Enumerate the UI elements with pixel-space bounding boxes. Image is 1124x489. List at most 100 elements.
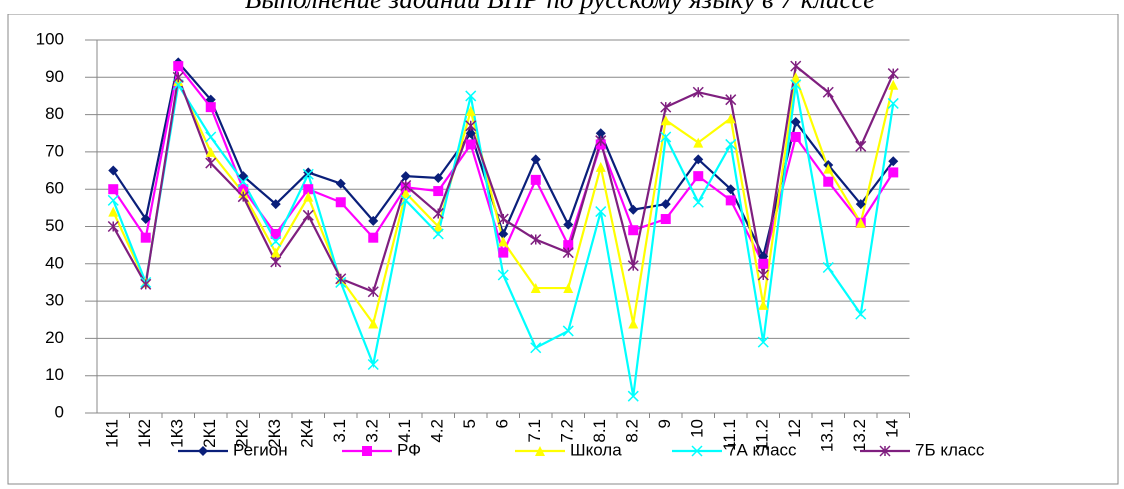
x-tick-label: 4.2 — [428, 419, 447, 443]
marker — [270, 228, 281, 239]
marker — [595, 135, 607, 147]
marker — [198, 446, 208, 456]
marker — [465, 105, 476, 116]
marker — [205, 157, 217, 169]
y-tick-label: 10 — [45, 365, 64, 384]
marker — [757, 336, 769, 348]
marker — [498, 228, 509, 239]
marker — [887, 68, 899, 80]
marker — [725, 113, 736, 124]
legend-label: 7А класс — [727, 440, 797, 459]
marker — [400, 179, 412, 192]
marker — [822, 86, 834, 98]
marker — [535, 446, 545, 456]
x-tick-label: 5 — [460, 419, 479, 428]
x-tick-label: 7.2 — [558, 419, 577, 443]
x-tick-label: 13.2 — [850, 419, 869, 452]
x-tick-label: 7.1 — [525, 419, 544, 443]
x-tick-label: 2К1 — [200, 419, 219, 448]
x-tick-label: 12 — [785, 419, 804, 438]
marker — [433, 221, 444, 232]
marker — [108, 206, 119, 217]
marker — [368, 215, 379, 226]
marker — [530, 283, 541, 294]
marker — [400, 171, 411, 182]
marker — [140, 232, 151, 243]
marker — [562, 325, 574, 337]
marker — [498, 236, 509, 247]
legend-label: РФ — [397, 440, 421, 459]
marker — [530, 174, 541, 185]
x-tick-label: 10 — [688, 419, 707, 438]
x-tick-label: 1К1 — [103, 419, 122, 448]
marker — [367, 358, 379, 371]
marker — [335, 273, 347, 285]
marker — [855, 199, 866, 210]
marker — [432, 228, 444, 240]
marker — [173, 61, 184, 72]
marker — [855, 308, 867, 320]
x-tick-label: 2К2 — [233, 419, 252, 448]
marker — [790, 79, 802, 91]
y-tick-label: 40 — [45, 253, 64, 272]
marker — [758, 299, 769, 310]
y-tick-label: 70 — [45, 141, 64, 160]
title-backdrop — [0, 0, 1124, 14]
y-tick-label: 80 — [45, 104, 64, 123]
marker — [270, 199, 281, 210]
marker — [628, 225, 639, 236]
legend-label: Школа — [570, 440, 622, 459]
marker — [628, 204, 639, 215]
marker — [465, 128, 476, 139]
marker — [725, 138, 737, 150]
marker — [879, 445, 891, 457]
marker — [628, 318, 639, 329]
marker — [563, 240, 574, 251]
marker — [498, 247, 509, 258]
marker — [465, 139, 476, 150]
marker — [563, 283, 574, 294]
marker — [758, 258, 769, 269]
marker — [693, 154, 704, 165]
marker — [627, 260, 639, 272]
y-tick-label: 30 — [45, 291, 64, 310]
marker — [790, 72, 801, 83]
y-tick-label: 50 — [45, 216, 64, 235]
x-tick-label: 11.1 — [720, 419, 739, 451]
x-tick-label: 6 — [493, 419, 512, 428]
marker — [693, 137, 704, 148]
marker — [660, 115, 671, 126]
marker — [433, 186, 444, 197]
y-tick-label: 0 — [55, 402, 64, 421]
marker — [627, 390, 639, 402]
legend-label: 7Б класс — [915, 440, 985, 459]
marker — [855, 140, 867, 152]
marker — [562, 247, 574, 259]
legend-label: Регион — [233, 440, 288, 459]
marker — [108, 184, 119, 195]
marker — [140, 278, 152, 290]
marker — [335, 178, 346, 189]
marker — [367, 286, 379, 298]
marker — [823, 163, 834, 174]
marker — [362, 446, 372, 456]
marker — [107, 194, 119, 206]
marker — [237, 191, 249, 203]
x-tick-label: 11.2 — [753, 419, 772, 451]
x-tick-label: 3.2 — [363, 419, 382, 443]
marker — [790, 60, 802, 72]
marker — [368, 232, 379, 243]
marker — [107, 220, 119, 233]
marker — [400, 187, 411, 198]
x-tick-label: 2К3 — [265, 419, 284, 448]
x-tick-label: 13.1 — [818, 419, 837, 452]
marker — [303, 167, 314, 178]
marker — [693, 171, 704, 182]
marker — [757, 269, 769, 281]
marker — [140, 214, 151, 225]
marker — [660, 214, 671, 225]
x-tick-label: 2К4 — [298, 419, 317, 448]
marker — [205, 146, 216, 157]
marker — [790, 117, 801, 128]
